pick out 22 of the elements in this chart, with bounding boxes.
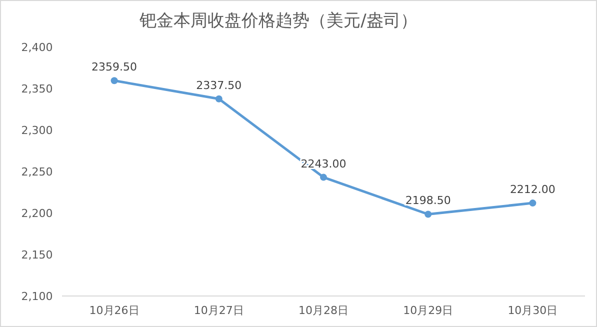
y-tick-label: 2,350 <box>21 82 53 96</box>
point <box>424 210 432 218</box>
x-tick-label: 10月27日 <box>194 304 244 317</box>
y-tick-label: 2,400 <box>21 41 53 54</box>
point <box>529 200 536 207</box>
x-tick-label: 10月30日 <box>508 304 558 317</box>
y-tick-label: 2,300 <box>21 124 53 137</box>
x-tick-label: 10月28日 <box>298 304 348 317</box>
data-label: 2359.50 <box>92 60 138 74</box>
data-label: 2337.50 <box>196 78 242 92</box>
chart-title: 钯金本周收盘价格趋势（美元/盎司） <box>138 11 418 31</box>
point <box>110 77 118 84</box>
data-label: 2212.00 <box>510 183 556 196</box>
y-tick-label: 2,200 <box>21 207 53 220</box>
y-tick-label: 2,250 <box>21 166 53 178</box>
x-tick-label: 10月26日 <box>89 304 140 317</box>
point <box>215 95 222 102</box>
point <box>320 174 327 181</box>
data-label: 2198.50 <box>405 194 451 208</box>
x-tick-label: 10月29日 <box>403 304 454 317</box>
y-tick-label: 2,100 <box>21 290 53 303</box>
y-tick-label: 2,150 <box>21 248 53 262</box>
